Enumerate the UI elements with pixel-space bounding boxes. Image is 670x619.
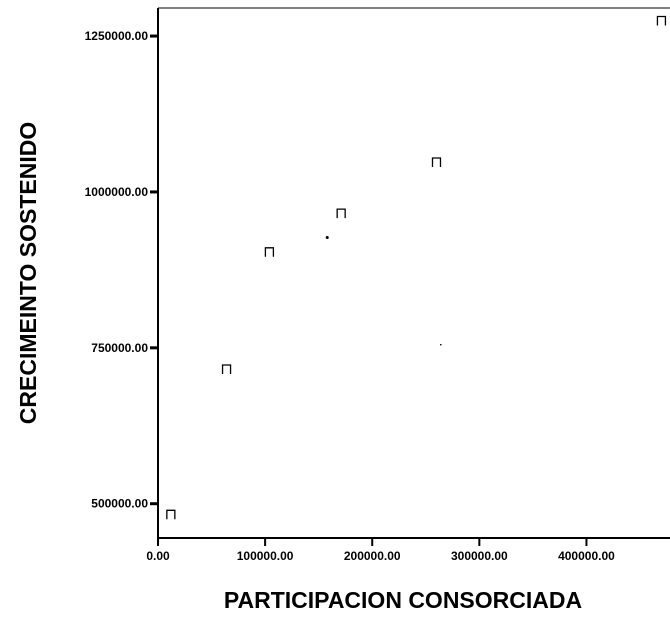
data-point xyxy=(336,208,346,219)
data-points xyxy=(166,15,667,520)
x-tick-label: 100000.00 xyxy=(237,549,294,563)
x-tick-label: 200000.00 xyxy=(344,549,401,563)
x-tick-label: 400000.00 xyxy=(558,549,615,563)
y-tick-label: 750000.00 xyxy=(91,341,148,355)
x-axis-title: PARTICIPACION CONSORCIADA xyxy=(224,587,582,613)
data-point xyxy=(656,15,667,26)
y-tick-label: 1250000.00 xyxy=(85,29,149,43)
data-point xyxy=(166,509,176,520)
x-axis-ticks: 0.00 100000.00 200000.00 300000.00 400000.00 xyxy=(146,538,615,563)
y-axis-ticks: 500000.00 750000.00 1000000.00 1250000.00 xyxy=(85,29,158,511)
data-point-dot xyxy=(325,235,329,239)
data-point xyxy=(264,247,275,257)
y-tick-label: 500000.00 xyxy=(91,497,148,511)
data-point-dot xyxy=(439,343,442,346)
x-tick-label: 300000.00 xyxy=(451,549,508,563)
x-tick-label: 0.00 xyxy=(146,549,170,563)
y-axis-title: CRECIMEINTO SOSTENIDO xyxy=(15,122,41,424)
data-point xyxy=(431,157,442,168)
y-tick-label: 1000000.00 xyxy=(85,185,149,199)
plot-frame xyxy=(157,7,670,539)
data-point xyxy=(221,364,232,375)
